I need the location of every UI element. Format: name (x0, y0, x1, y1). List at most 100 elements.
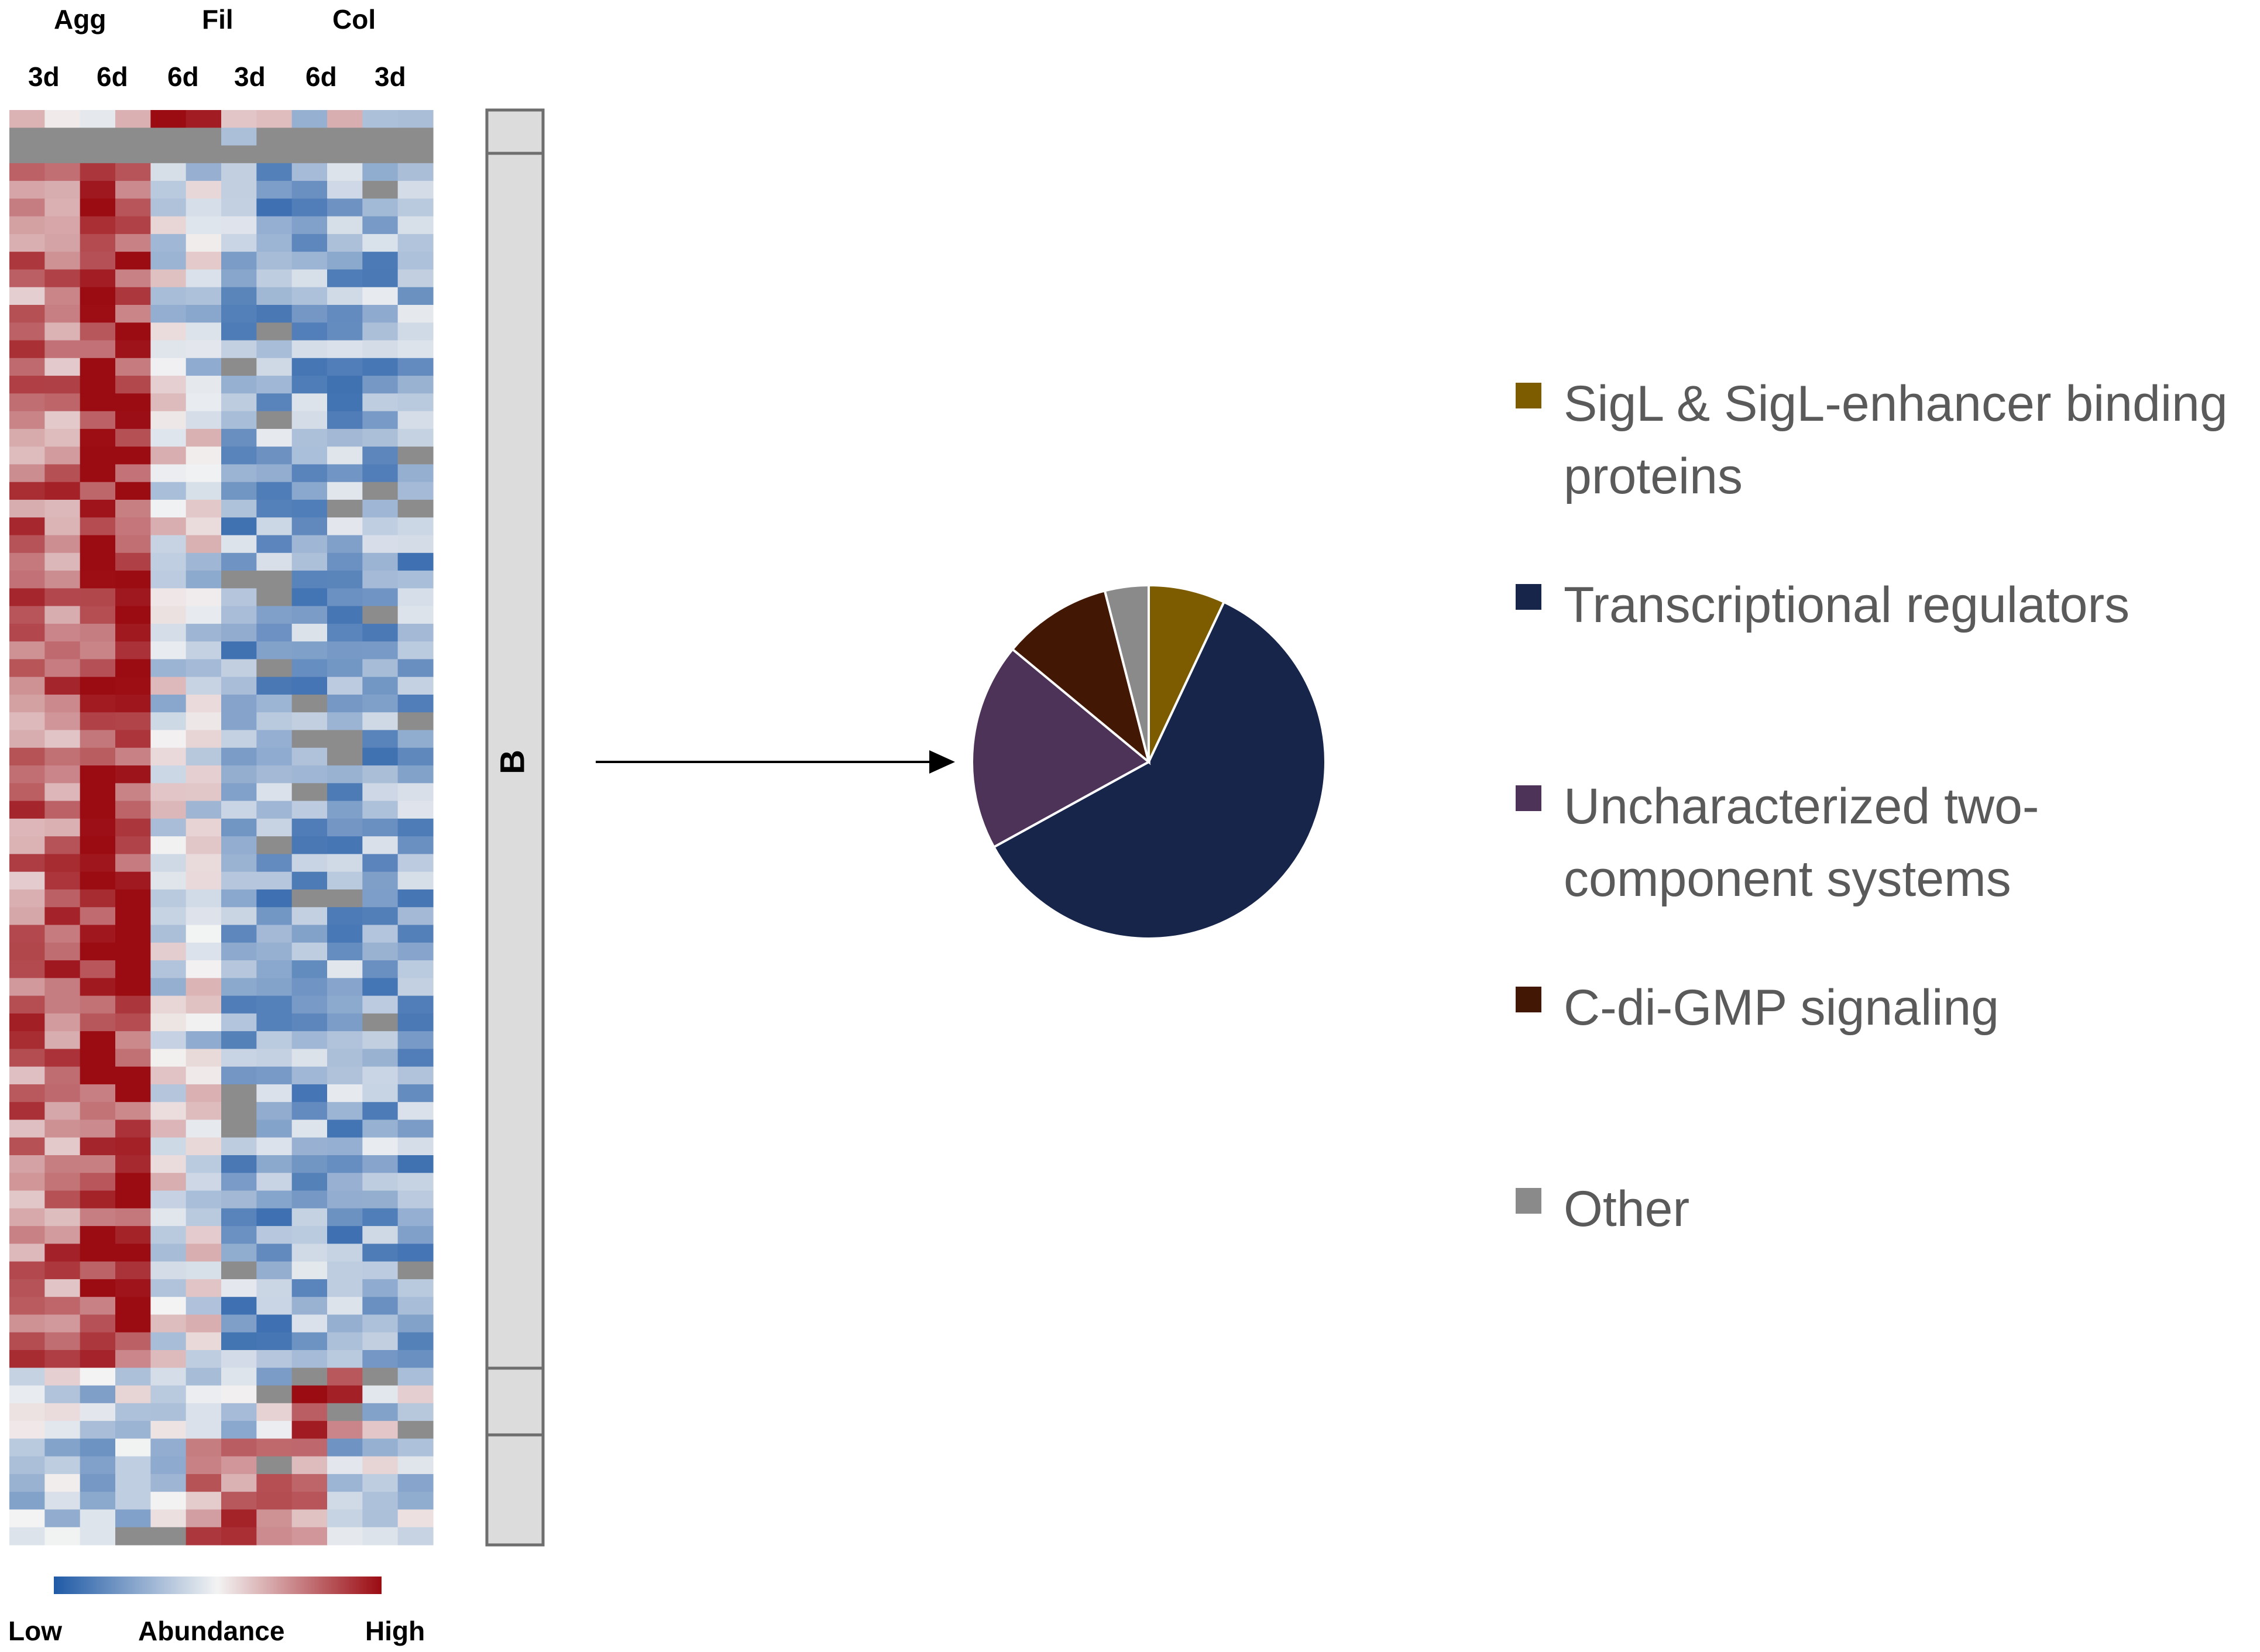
heatmap-cell (80, 1066, 116, 1085)
heatmap-cell (44, 712, 81, 731)
heatmap-cell (80, 747, 116, 766)
heatmap-cell (291, 216, 328, 235)
heatmap-cell (150, 1084, 187, 1103)
heatmap-cell (80, 659, 116, 678)
heatmap-cell (291, 889, 328, 908)
heatmap-cell (186, 233, 222, 252)
heatmap-cell (44, 801, 81, 819)
heatmap-cell (44, 907, 81, 926)
heatmap-cell (150, 1173, 187, 1191)
heatmap-cell (115, 447, 151, 465)
heatmap-cell (362, 340, 399, 359)
heatmap-cell (9, 304, 45, 323)
heatmap-cell (9, 287, 45, 305)
heatmap-cell (186, 1084, 222, 1103)
heatmap-cell (44, 1350, 81, 1368)
heatmap-cell (9, 464, 45, 483)
heatmap-cell (221, 482, 257, 500)
heatmap-cell (327, 411, 363, 430)
heatmap-cell (186, 801, 222, 819)
heatmap-cell (221, 340, 257, 359)
heatmap-cell (115, 1102, 151, 1121)
heatmap-cell (362, 1421, 399, 1439)
heatmap-cell (291, 571, 328, 589)
heatmap-cell (256, 1314, 293, 1333)
heatmap-cell (291, 304, 328, 323)
heatmap-cell (221, 1350, 257, 1368)
heatmap-cell (327, 694, 363, 713)
heatmap-cell (221, 942, 257, 961)
heatmap-cell (44, 1066, 81, 1085)
heatmap-cell (397, 163, 434, 181)
heatmap-cell (397, 995, 434, 1014)
heatmap-cell (9, 783, 45, 802)
heatmap-cell (186, 1279, 222, 1297)
heatmap-cell (44, 765, 81, 784)
heatmap-cell (44, 1421, 81, 1439)
heatmap-cell (186, 322, 222, 341)
heatmap-cell (291, 252, 328, 270)
heatmap-cell (186, 978, 222, 997)
heatmap-cell (186, 765, 222, 784)
heatmap-grid (9, 110, 434, 1545)
heatmap-cell (221, 1509, 257, 1528)
heatmap-cell (397, 623, 434, 642)
heatmap-cell (115, 552, 151, 571)
heatmap-cell (291, 1244, 328, 1262)
heatmap-cell (397, 535, 434, 554)
heatmap-cell (256, 1456, 293, 1475)
heatmap-cell (150, 464, 187, 483)
heatmap-cell (327, 659, 363, 678)
heatmap-cell (150, 1066, 187, 1085)
heatmap-cell (291, 694, 328, 713)
heatmap-cell (327, 1332, 363, 1351)
heatmap-cell (44, 287, 81, 305)
heatmap-cell (115, 960, 151, 978)
heatmap-cell (9, 358, 45, 376)
heatmap-cell (362, 1084, 399, 1103)
heatmap-cell (362, 1314, 399, 1333)
heatmap-cell (256, 978, 293, 997)
heatmap-cell (150, 482, 187, 500)
heatmap-cell (115, 1368, 151, 1386)
heatmap-cell (327, 233, 363, 252)
heatmap-cell (291, 1208, 328, 1227)
heatmap-cell (291, 1066, 328, 1085)
heatmap-cell (44, 889, 81, 908)
heatmap-cell (327, 1190, 363, 1209)
heatmap-cell (80, 1297, 116, 1316)
heatmap-cell (221, 1438, 257, 1457)
heatmap-cell (256, 1332, 293, 1351)
heatmap-cell (186, 694, 222, 713)
heatmap-cell (44, 358, 81, 376)
heatmap-cell (221, 1492, 257, 1510)
heatmap-cell (9, 181, 45, 199)
heatmap-cell (291, 1173, 328, 1191)
heatmap-cell (115, 730, 151, 748)
heatmap-cell (186, 269, 222, 288)
heatmap-cell (397, 376, 434, 394)
heatmap-cell (9, 907, 45, 926)
heatmap-cell (44, 1332, 81, 1351)
heatmap-cell (186, 1119, 222, 1138)
heatmap-cell (362, 818, 399, 837)
heatmap-cell (80, 428, 116, 447)
heatmap-cell (115, 1173, 151, 1191)
heatmap-cell (115, 376, 151, 394)
heatmap-cell (327, 1438, 363, 1457)
heatmap-cell (44, 1137, 81, 1156)
heatmap-cell (150, 110, 187, 128)
heatmap-cell (291, 1049, 328, 1067)
heatmap-cell (115, 1438, 151, 1457)
heatmap-cell (397, 1385, 434, 1404)
heatmap-cell (115, 1297, 151, 1316)
heatmap-cell (256, 1190, 293, 1209)
heatmap-cell (362, 854, 399, 873)
heatmap-cell (327, 464, 363, 483)
heatmap-cell (256, 1527, 293, 1545)
heatmap-cell (9, 233, 45, 252)
legend-swatch (1516, 1188, 1541, 1214)
heatmap-cell (397, 1297, 434, 1316)
heatmap-cell (291, 995, 328, 1014)
heatmap-cell (397, 322, 434, 341)
